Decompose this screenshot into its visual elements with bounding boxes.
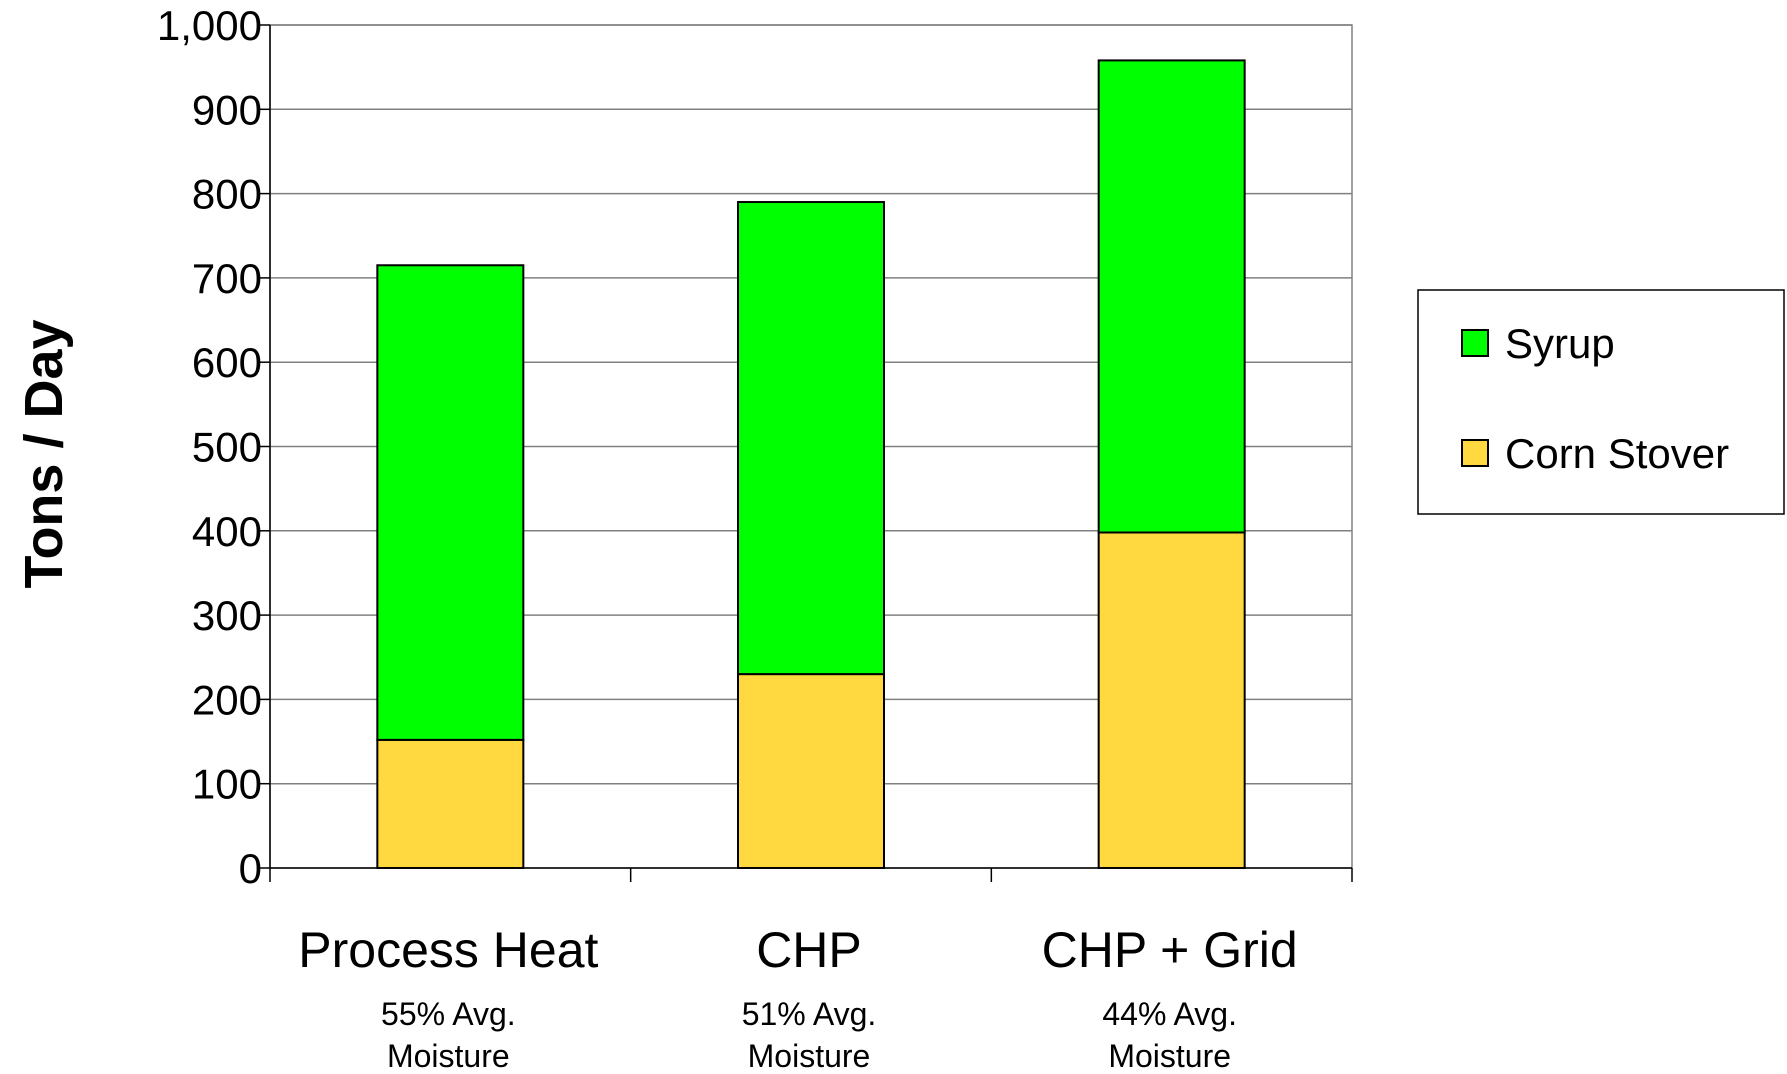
bar-syrup [376,264,525,741]
y-tick-label: 500 [192,424,262,471]
axes [260,24,1353,882]
y-tick-label: 400 [192,508,262,555]
bars [376,59,1246,870]
x-category-sublabel: 55% Avg. [381,996,516,1032]
x-category-label: CHP + Grid [1042,922,1298,978]
y-tick-label: 800 [192,171,262,218]
y-tick-label: 700 [192,255,262,302]
legend: Syrup Corn Stover [1417,289,1785,515]
x-category-sublabel: 51% Avg. [742,996,877,1032]
legend-swatch-syrup [1461,329,1489,357]
x-category-labels: Process Heat 55% Avg. Moisture CHP 51% Avg. M… [298,922,1297,1074]
y-tick-label: 900 [192,86,262,133]
y-axis-label: Tons / Day [14,319,74,588]
bar-corn-stover [737,673,885,869]
legend-swatch-corn-stover [1461,439,1489,467]
y-tick-label: 100 [192,761,262,808]
y-tick-label: 1,000 [157,2,262,49]
bar-syrup [737,201,885,676]
x-category-sublabel: 44% Avg. [1102,996,1237,1032]
y-tick-labels: 0 100 200 300 400 500 600 700 800 900 1,000 [157,2,262,892]
legend-label-syrup: Syrup [1505,320,1615,367]
legend-label-corn-stover: Corn Stover [1505,430,1729,477]
x-category-sublabel: Moisture [748,1038,871,1074]
bar-syrup [1097,59,1246,534]
x-category-sublabel: Moisture [1108,1038,1231,1074]
y-tick-label: 300 [192,592,262,639]
x-category-sublabel: Moisture [387,1038,510,1074]
y-tick-label: 0 [239,845,262,892]
bar-corn-stover [1097,531,1246,870]
x-category-label: Process Heat [298,922,598,978]
y-tick-label: 200 [192,676,262,723]
legend-box [1417,289,1785,515]
x-category-label: CHP [756,922,862,978]
bar-corn-stover [376,738,525,870]
y-tick-label: 600 [192,339,262,386]
